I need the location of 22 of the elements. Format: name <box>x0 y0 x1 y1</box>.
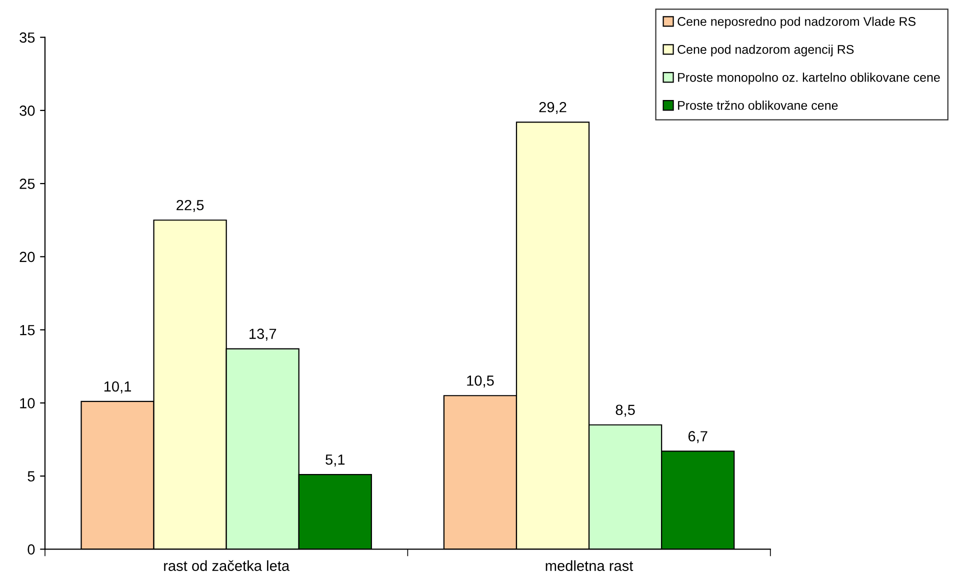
y-tick-label: 10 <box>20 398 35 408</box>
y-tick-label: 35 <box>20 32 35 43</box>
data-label: 6,7 <box>688 431 708 444</box>
y-tick-label: 25 <box>20 178 35 189</box>
data-label: 8,5 <box>616 404 635 417</box>
y-tick-label: 0 <box>28 544 35 555</box>
data-label: 29,2 <box>539 102 566 114</box>
legend-label: Proste monopolno oz. kartelno oblikovane cene <box>678 72 940 84</box>
legend-label: Cene neposredno pod nadzorom Vlade RS <box>678 16 916 28</box>
data-label: 22,5 <box>176 200 204 212</box>
y-tick-label: 5 <box>28 471 35 482</box>
y-tick-label: 20 <box>20 252 35 262</box>
data-label: 5,1 <box>326 454 345 466</box>
y-tick-label: 15 <box>20 325 35 336</box>
data-label: 13,7 <box>250 328 276 341</box>
y-tick-label: 30 <box>20 106 35 116</box>
legend-label: Cene pod nadzorom agencij RS <box>678 44 854 56</box>
legend-label: Proste tržno oblikovane cene <box>678 100 838 110</box>
x-tick-label: rast od začetka leta <box>164 560 290 572</box>
data-label: 10,5 <box>467 375 494 388</box>
data-label: 10,1 <box>104 381 131 394</box>
x-tick-label: medletna rast <box>546 560 634 572</box>
